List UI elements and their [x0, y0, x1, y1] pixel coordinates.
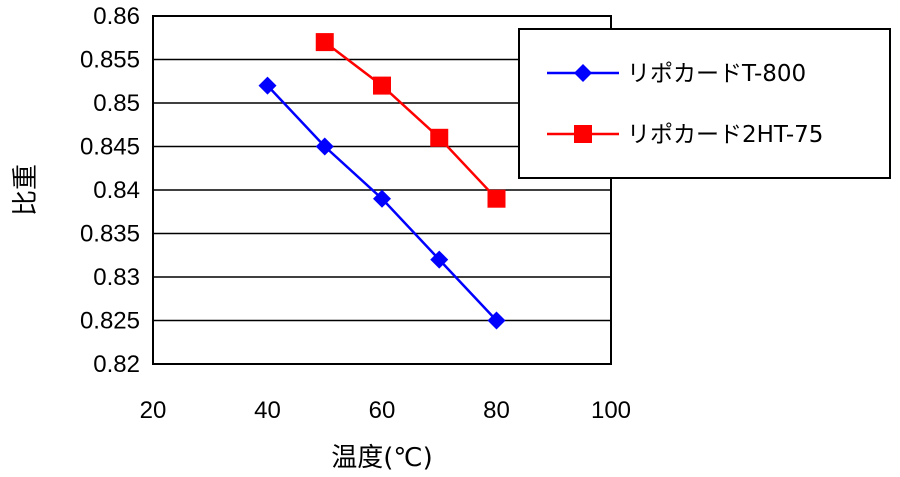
y-tick-label: 0.835	[80, 221, 140, 248]
y-axis-title: 比重	[11, 164, 41, 216]
y-tick-label: 0.85	[93, 90, 140, 117]
legend: リポカードT-800 リポカード2HT-75	[518, 28, 891, 179]
data-point	[373, 76, 391, 95]
data-point	[487, 311, 506, 330]
series-line	[323, 41, 498, 200]
series-layer	[258, 33, 506, 330]
grid-lines	[153, 58, 611, 322]
series-2	[315, 33, 506, 208]
x-tick-label: 20	[140, 397, 167, 424]
legend-label-series-1: リポカードT-800	[627, 61, 806, 87]
legend-marker-series-2	[574, 125, 592, 143]
data-point	[258, 76, 277, 95]
legend-label-series-2: リポカード2HT-75	[627, 122, 823, 148]
y-tick-label: 0.845	[80, 134, 140, 161]
x-tick-label: 60	[369, 397, 396, 424]
y-tick-labels: 0.86 0.855 0.85 0.845 0.84 0.835 0.83 0.825 0.82	[80, 3, 140, 378]
x-tick-label: 80	[483, 397, 510, 424]
plot-border	[152, 15, 612, 365]
series-1	[258, 76, 506, 330]
data-point	[315, 33, 334, 52]
data-point	[373, 189, 391, 208]
x-tick-labels: 20 40 60 80 100	[140, 397, 631, 424]
y-tick-label: 0.825	[80, 308, 140, 335]
legend-marker-series-1	[574, 64, 592, 82]
y-tick-label: 0.83	[93, 264, 140, 291]
data-point	[430, 128, 449, 147]
y-tick-label: 0.86	[93, 3, 140, 30]
x-axis-title: 温度(℃)	[331, 443, 433, 473]
data-point	[430, 250, 449, 269]
x-tick-label: 100	[591, 397, 631, 424]
data-point	[315, 137, 334, 156]
y-tick-label: 0.855	[80, 47, 140, 74]
x-tick-label: 40	[254, 397, 281, 424]
y-tick-label: 0.82	[93, 351, 140, 378]
y-tick-label: 0.84	[93, 177, 140, 204]
legend-box	[518, 28, 891, 179]
data-point	[487, 189, 506, 208]
